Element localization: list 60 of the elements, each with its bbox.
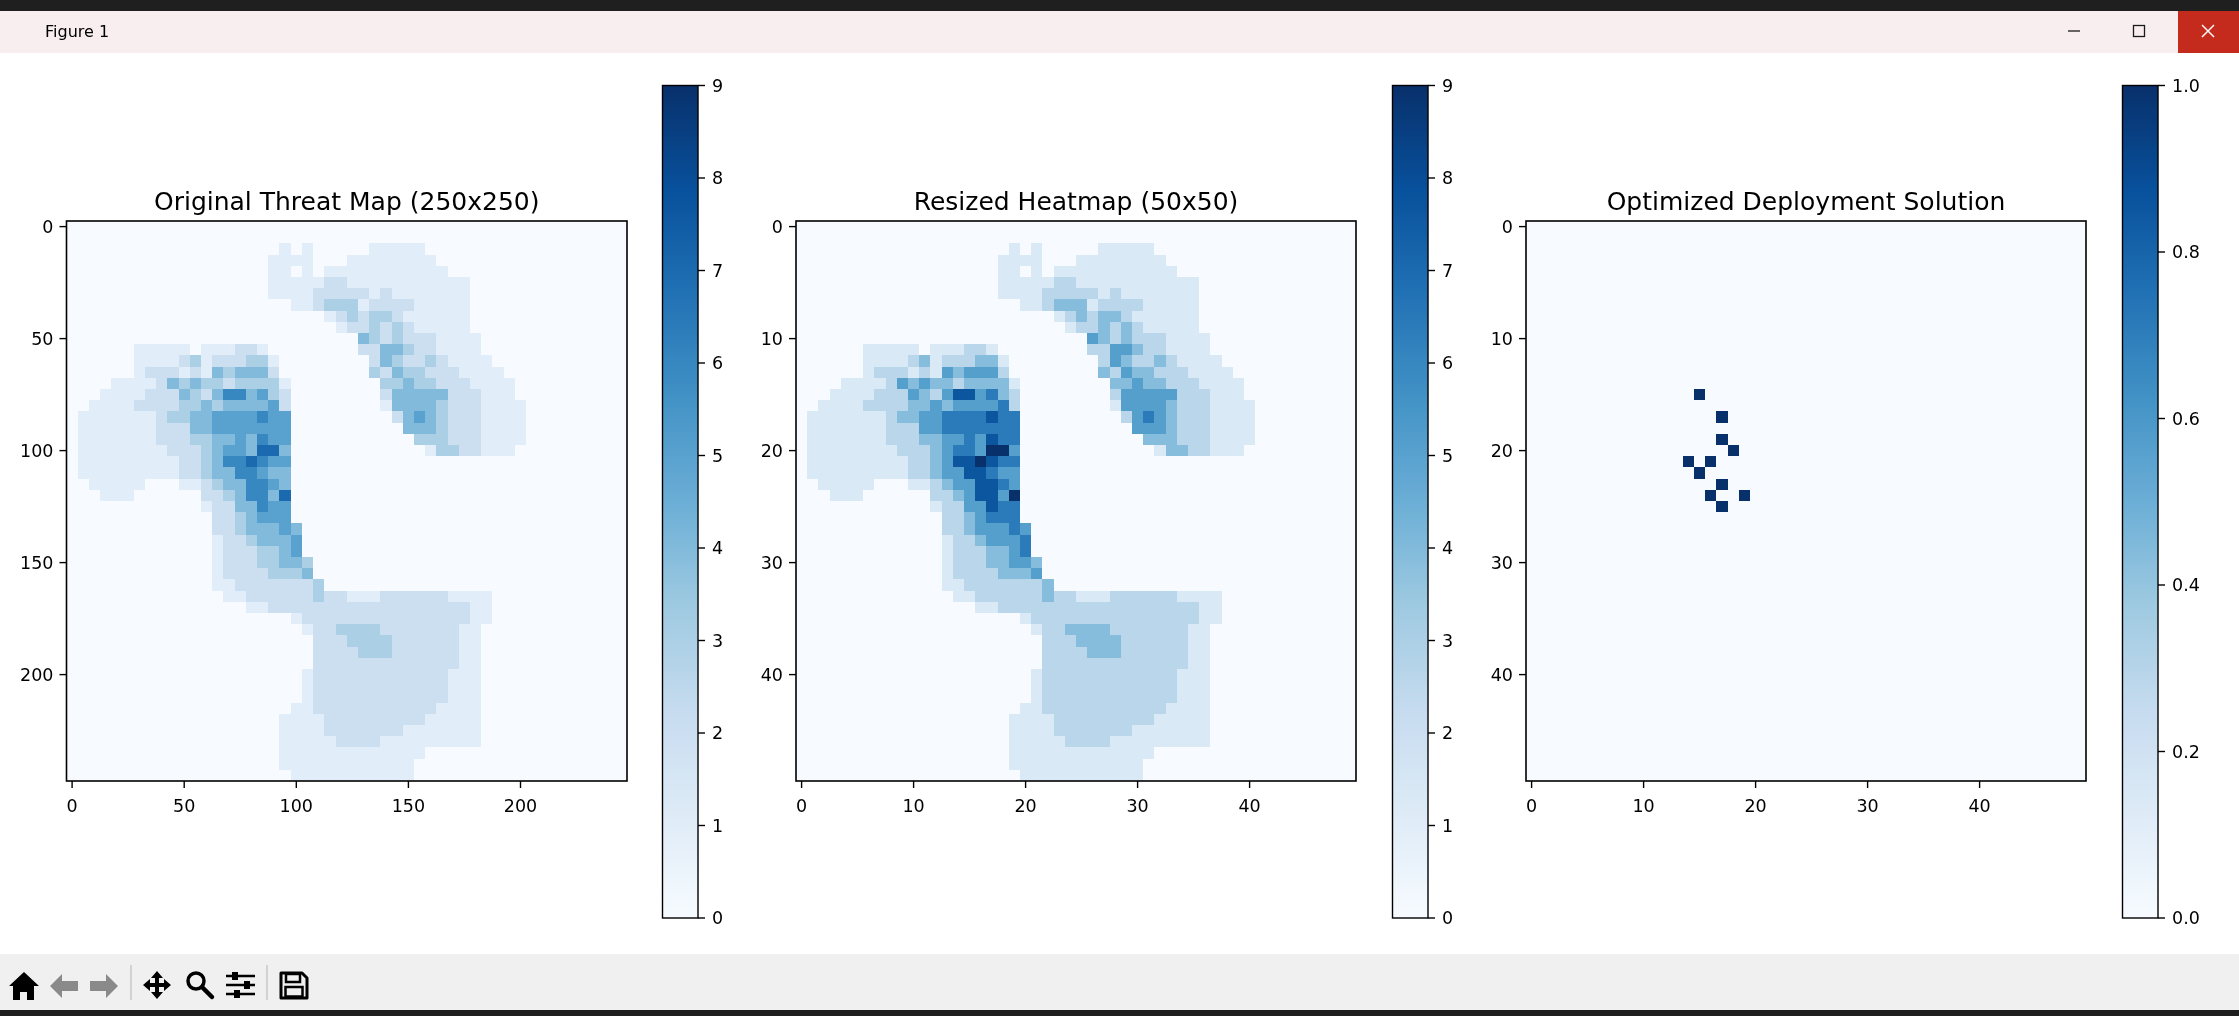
y-tick-label: 50 (31, 328, 54, 349)
color-bar-label: 1 (712, 815, 724, 836)
color-bar-label: 1 (1442, 815, 1454, 836)
x-tick-label: 20 (1744, 796, 1767, 816)
color-bar-label: 3 (1442, 630, 1454, 651)
color-bar-label: 0 (1442, 908, 1454, 929)
x-tick-label: 0 (796, 796, 808, 816)
x-tick-label: 30 (1856, 796, 1879, 816)
color-bar-label: 8 (1442, 168, 1454, 189)
color-bar-label: 6 (712, 353, 724, 374)
color-bar-label: 5 (712, 445, 724, 466)
y-tick-label: 0 (771, 216, 783, 237)
chart-title: Resized Heatmap (50x50) (913, 187, 1239, 216)
color-bar-label: 0 (712, 908, 724, 929)
color-bar-label: 9 (1442, 75, 1454, 96)
color-bar-label: 8 (712, 168, 724, 189)
x-tick-label: 0 (66, 796, 78, 816)
y-tick-label: 10 (1490, 328, 1513, 349)
color-bar-label: 4 (1442, 538, 1454, 559)
color-bar-label: 3 (712, 630, 724, 651)
chart-title: Optimized Deployment Solution (1606, 187, 2006, 216)
y-tick-label: 30 (760, 552, 783, 573)
color-bar-label: 1.0 (2172, 75, 2200, 96)
color-bar-label: 7 (1442, 260, 1454, 281)
y-tick-label: 20 (760, 440, 783, 461)
chart-title: Original Threat Map (250x250) (153, 187, 540, 216)
x-tick-label: 50 (173, 796, 196, 816)
y-tick-label: 150 (20, 552, 54, 573)
color-bar-label: 7 (712, 260, 724, 281)
x-tick-label: 200 (503, 796, 538, 816)
y-tick-label: 40 (1490, 664, 1513, 685)
x-tick-label: 0 (1526, 796, 1538, 816)
y-tick-label: 200 (20, 664, 54, 685)
y-tick-label: 20 (1490, 440, 1513, 461)
color-bar-label: 2 (1442, 723, 1454, 744)
color-bar-label: 9 (712, 75, 724, 96)
color-bar-label: 4 (712, 538, 724, 559)
color-bar-label: 0.6 (2172, 408, 2200, 429)
y-tick-label: 10 (760, 328, 783, 349)
x-tick-label: 10 (902, 796, 925, 816)
y-tick-label: 30 (1490, 552, 1513, 573)
color-bar-label: 0.0 (2172, 908, 2200, 929)
y-tick-label: 0 (1501, 216, 1513, 237)
color-bar-label: 0.8 (2172, 242, 2200, 263)
color-bar-label: 5 (1442, 445, 1454, 466)
y-tick-label: 100 (20, 440, 54, 461)
x-tick-label: 40 (1238, 796, 1261, 816)
x-tick-label: 100 (279, 796, 314, 816)
caption: Figure 1 (45, 22, 110, 41)
color-bar-label: 6 (1442, 353, 1454, 374)
x-tick-label: 30 (1126, 796, 1149, 816)
color-bar-label: 0.4 (2172, 575, 2200, 596)
y-tick-label: 0 (42, 216, 54, 237)
y-tick-label: 40 (760, 664, 783, 685)
x-tick-label: 20 (1014, 796, 1037, 816)
color-bar-label: 0.2 (2172, 741, 2200, 762)
x-tick-label: 150 (391, 796, 426, 816)
x-tick-label: 10 (1632, 796, 1655, 816)
color-bar-label: 2 (712, 723, 724, 744)
x-tick-label: 40 (1968, 796, 1991, 816)
